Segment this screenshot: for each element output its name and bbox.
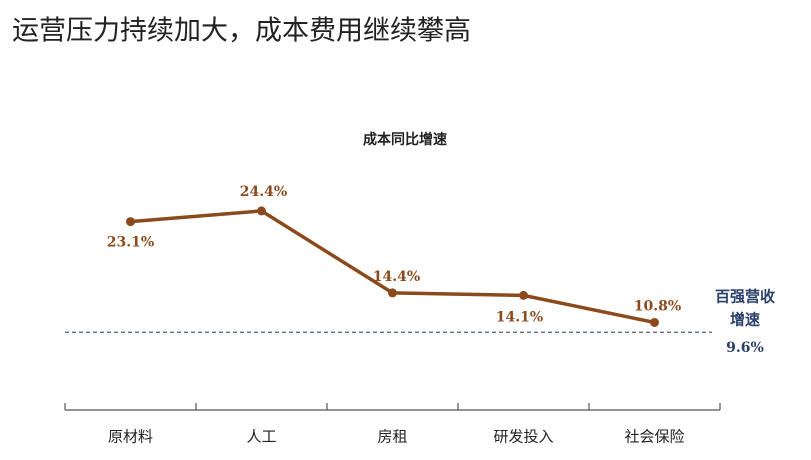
x-tick-label: 房租 [377,428,407,446]
data-point [126,217,135,227]
reference-label: 增速 [730,311,760,329]
x-tick-label: 研发投入 [493,428,553,446]
data-point [257,206,266,216]
x-tick-label: 社会保险 [624,428,684,446]
data-point [650,317,659,327]
value-label: 14.4% [373,269,420,285]
data-point [519,290,528,300]
page-title: 运营压力持续加大，成本费用继续攀高 [12,16,471,47]
reference-label: 百强营收 [715,288,775,306]
reference-value-label: 9.6% [726,340,764,356]
x-tick-label: 人工 [246,428,276,446]
value-label: 10.8% [634,298,681,314]
data-point [388,288,397,298]
x-tick-label: 原材料 [108,428,153,446]
value-label: 14.1% [496,309,543,325]
chart-title: 成本同比增速 [363,131,447,148]
value-label: 23.1% [107,235,154,251]
value-label: 24.4% [240,184,287,200]
data-line [130,209,655,325]
